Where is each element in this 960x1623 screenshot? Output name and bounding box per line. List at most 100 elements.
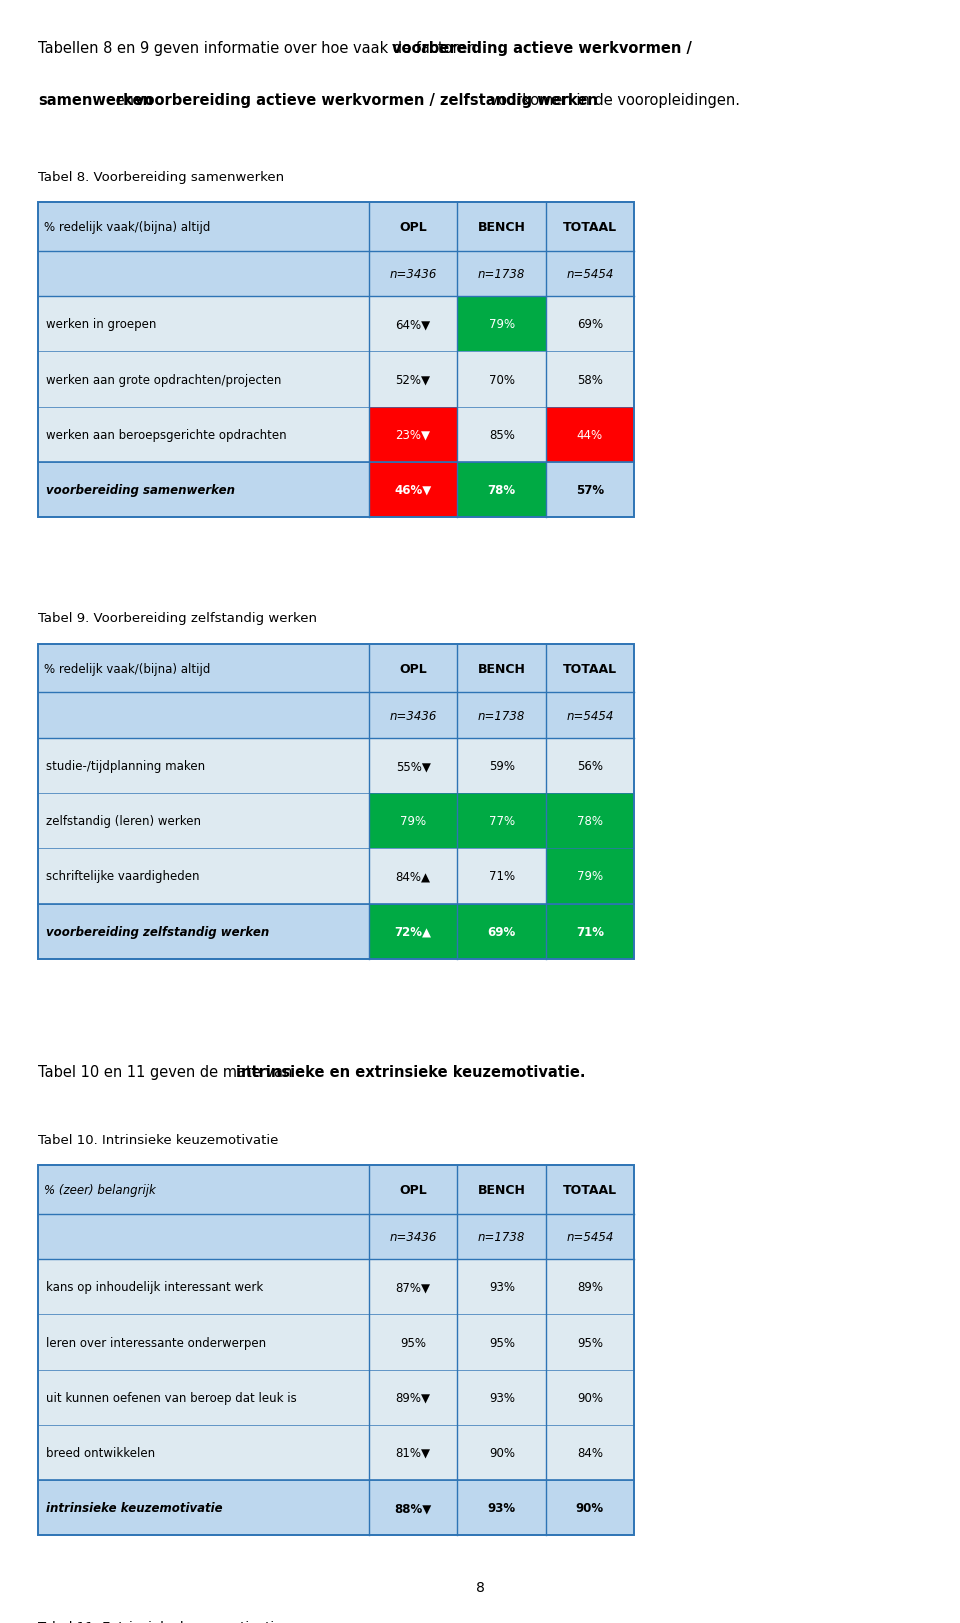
Text: OPL: OPL [399,221,427,234]
Bar [546,352,634,407]
Text: 64%▼: 64%▼ [396,318,431,331]
Text: 93%: 93% [488,1501,516,1514]
Text: n=3436: n=3436 [390,1230,437,1243]
Text: n=1738: n=1738 [478,1230,525,1243]
Text: Tabellen 8 en 9 geven informatie over hoe vaak de factoren: Tabellen 8 en 9 geven informatie over ho… [38,41,482,55]
Bar [369,203,457,252]
Bar [457,463,546,518]
Text: 72%▲: 72%▲ [395,925,432,938]
Text: % (zeer) belangrijk: % (zeer) belangrijk [44,1183,156,1196]
Text: 89%: 89% [577,1281,603,1294]
Text: 88%▼: 88%▼ [395,1501,432,1514]
Bar [369,1370,457,1425]
Bar [38,203,369,252]
Bar [457,297,546,352]
Text: voorbereiding actieve werkvormen / zelfstandig werken: voorbereiding actieve werkvormen / zelfs… [135,93,598,107]
Text: TOTAAL: TOTAAL [563,662,617,675]
Bar [369,1165,457,1214]
Bar [546,738,634,794]
Bar [546,297,634,352]
Text: 85%: 85% [489,428,515,441]
Text: 23%▼: 23%▼ [396,428,431,441]
Text: n=3436: n=3436 [390,709,437,722]
Bar [457,407,546,463]
Bar [546,1370,634,1425]
Bar [38,1165,634,1535]
Bar [38,738,369,794]
Bar [546,203,634,252]
Bar [38,644,369,693]
Bar [369,463,457,518]
Bar [457,849,546,904]
Text: studie-/tijdplanning maken: studie-/tijdplanning maken [46,760,205,773]
Bar [546,1425,634,1480]
Bar [369,794,457,849]
Bar [546,1315,634,1370]
Text: n=1738: n=1738 [478,268,525,281]
Text: 46%▼: 46%▼ [395,484,432,497]
Text: 58%: 58% [577,373,603,386]
Text: voorbereiding actieve werkvormen /: voorbereiding actieve werkvormen / [393,41,692,55]
Text: 44%: 44% [577,428,603,441]
Text: 95%: 95% [577,1336,603,1349]
Text: voorbereiding samenwerken: voorbereiding samenwerken [46,484,235,497]
Bar [546,1165,634,1214]
Bar [457,1480,546,1535]
Text: samenwerken: samenwerken [38,93,154,107]
Bar [38,203,634,518]
Text: breed ontwikkelen: breed ontwikkelen [46,1446,156,1459]
Bar [546,644,634,693]
Bar [369,407,457,463]
Bar [457,1165,546,1214]
Bar [457,1425,546,1480]
Text: 69%: 69% [577,318,603,331]
Text: 90%: 90% [577,1391,603,1404]
Bar [369,644,457,693]
Bar [457,738,546,794]
Bar [38,693,634,738]
Text: schriftelijke vaardigheden: schriftelijke vaardigheden [46,870,200,883]
Text: BENCH: BENCH [478,662,526,675]
Text: 90%: 90% [576,1501,604,1514]
Bar [457,1370,546,1425]
Text: voorbereiding zelfstandig werken: voorbereiding zelfstandig werken [46,925,270,938]
Text: % redelijk vaak/(bijna) altijd: % redelijk vaak/(bijna) altijd [44,662,210,675]
Text: Tabel 8. Voorbereiding samenwerken: Tabel 8. Voorbereiding samenwerken [38,170,284,183]
Bar [38,352,369,407]
Text: n=5454: n=5454 [566,709,613,722]
Bar [38,1425,369,1480]
Text: 79%: 79% [489,318,515,331]
Bar [546,794,634,849]
Text: voorkomen in de vooropleidingen.: voorkomen in de vooropleidingen. [485,93,740,107]
Text: 84%: 84% [577,1446,603,1459]
Text: BENCH: BENCH [478,221,526,234]
Text: werken aan grote opdrachten/projecten: werken aan grote opdrachten/projecten [46,373,281,386]
Bar [38,1165,369,1214]
Bar [38,904,369,959]
Bar [546,1259,634,1315]
Text: Tabel 11. Extrinsieke keuzemotivatie: Tabel 11. Extrinsieke keuzemotivatie [38,1620,283,1623]
Bar [457,794,546,849]
Text: n=1738: n=1738 [478,709,525,722]
Bar [457,644,546,693]
Bar [38,849,369,904]
Text: 89%▼: 89%▼ [396,1391,431,1404]
Bar [38,1259,369,1315]
Text: kans op inhoudelijk interessant werk: kans op inhoudelijk interessant werk [46,1281,263,1294]
Bar [38,297,369,352]
Bar [546,407,634,463]
Text: 90%: 90% [489,1446,515,1459]
Text: leren over interessante onderwerpen: leren over interessante onderwerpen [46,1336,266,1349]
Bar [457,203,546,252]
Text: Tabel 10. Intrinsieke keuzemotivatie: Tabel 10. Intrinsieke keuzemotivatie [38,1133,278,1146]
Text: 71%: 71% [576,925,604,938]
Bar [369,1425,457,1480]
Text: TOTAAL: TOTAAL [563,221,617,234]
Text: 8: 8 [475,1581,485,1594]
Bar [369,1315,457,1370]
Text: OPL: OPL [399,662,427,675]
Text: 95%: 95% [400,1336,426,1349]
Bar [38,1214,634,1259]
Text: 52%▼: 52%▼ [396,373,431,386]
Bar [38,1315,369,1370]
